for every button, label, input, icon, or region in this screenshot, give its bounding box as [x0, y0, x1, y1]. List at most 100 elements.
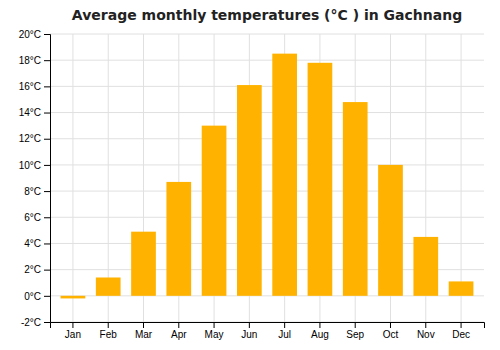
tick-mark — [44, 270, 50, 271]
tick-label: 10°C — [19, 160, 41, 171]
tick-mark — [72, 322, 73, 328]
tick-label: Jul — [278, 329, 291, 340]
tick: Jul — [278, 322, 291, 340]
tick: 2°C — [24, 264, 50, 275]
tick-mark — [425, 322, 426, 328]
tick-label: May — [205, 329, 224, 340]
tick-label: 4°C — [24, 238, 41, 249]
tick-mark — [178, 322, 179, 328]
tick: Mar — [135, 322, 153, 340]
plot-area: Jan Feb Mar Apr May Jun Jul Aug Sep Oct Nov Dec -2°C… — [19, 29, 485, 340]
tick: 6°C — [24, 212, 50, 223]
tick-mark — [390, 322, 391, 328]
tick-label: 20°C — [19, 29, 41, 40]
bar — [413, 237, 438, 296]
tick-label: 18°C — [19, 55, 41, 66]
tick-mark — [44, 191, 50, 192]
grid-line — [50, 138, 484, 139]
tick-label: Jan — [65, 329, 81, 340]
tick-mark — [44, 113, 50, 114]
y-axis: -2°C 0°C 2°C 4°C 6°C 8°C 10°C 12°C 14°C 16°C 18°C 2… — [19, 29, 51, 328]
grid-line — [50, 112, 484, 113]
tick-mark — [44, 217, 50, 218]
bar — [202, 126, 227, 296]
tick: 12°C — [19, 133, 50, 144]
bar — [131, 232, 156, 296]
tick-label: 8°C — [24, 186, 41, 197]
tick-label: Sep — [346, 329, 364, 340]
bar — [166, 182, 191, 296]
bar — [308, 63, 333, 296]
grid — [50, 34, 484, 322]
tick-label: 14°C — [19, 107, 41, 118]
tick-label: -2°C — [21, 317, 41, 328]
tick-mark — [108, 322, 109, 328]
tick-label: Dec — [452, 329, 470, 340]
grid-line — [50, 34, 484, 35]
tick: -2°C — [21, 317, 50, 328]
tick-label: Aug — [311, 329, 329, 340]
tick-mark — [44, 86, 50, 87]
grid-line — [461, 34, 462, 322]
tick: May — [205, 322, 224, 340]
bar — [237, 85, 262, 296]
grid-line — [50, 191, 484, 192]
tick-label: Mar — [135, 329, 153, 340]
tick-mark — [143, 322, 144, 328]
bar — [61, 296, 86, 299]
tick-label: Feb — [100, 329, 118, 340]
bars — [61, 54, 474, 299]
tick-label: 16°C — [19, 81, 41, 92]
tick: Jan — [65, 322, 81, 340]
tick-label: 0°C — [24, 291, 41, 302]
tick-label: Jun — [241, 329, 257, 340]
tick-mark — [44, 165, 50, 166]
grid-line — [50, 164, 484, 165]
tick: 18°C — [19, 55, 50, 66]
axis-line — [44, 35, 51, 323]
x-axis: Jan Feb Mar Apr May Jun Jul Aug Sep Oct Nov Dec — [51, 322, 485, 340]
bar — [449, 281, 474, 295]
tick-label: Oct — [383, 329, 399, 340]
grid-line — [72, 34, 73, 322]
tick-mark — [249, 322, 250, 328]
tick: 0°C — [24, 291, 50, 302]
tick-label: 12°C — [19, 133, 41, 144]
bar — [272, 54, 297, 296]
tick-label: Nov — [417, 329, 435, 340]
chart: Jan Feb Mar Apr May Jun Jul Aug Sep Oct Nov Dec -2°C… — [0, 0, 500, 350]
tick: Aug — [311, 322, 329, 340]
tick: Apr — [171, 322, 187, 340]
grid-line — [50, 86, 484, 87]
bar — [96, 277, 121, 295]
axis-line — [51, 323, 485, 329]
tick-mark — [44, 322, 50, 323]
bar — [343, 102, 368, 296]
tick-mark — [355, 322, 356, 328]
tick: 10°C — [19, 160, 50, 171]
tick: Feb — [100, 322, 118, 340]
tick: Jun — [241, 322, 257, 340]
tick: Oct — [383, 322, 399, 340]
tick: Sep — [346, 322, 364, 340]
grid-line — [50, 217, 484, 218]
tick: Dec — [452, 322, 470, 340]
tick-mark — [44, 139, 50, 140]
tick-mark — [319, 322, 320, 328]
tick: Nov — [417, 322, 435, 340]
tick: 14°C — [19, 107, 50, 118]
tick-mark — [214, 322, 215, 328]
tick-mark — [461, 322, 462, 328]
title: Average monthly temperatures (°C ) in Ga… — [72, 7, 462, 23]
tick-mark — [44, 60, 50, 61]
bar — [378, 165, 403, 296]
tick-label: 6°C — [24, 212, 41, 223]
tick-label: 2°C — [24, 264, 41, 275]
tick: 4°C — [24, 238, 50, 249]
tick-mark — [44, 243, 50, 244]
tick: 20°C — [19, 29, 50, 40]
tick: 8°C — [24, 186, 50, 197]
tick-label: Apr — [171, 329, 187, 340]
tick: 16°C — [19, 81, 50, 92]
tick-mark — [284, 322, 285, 328]
